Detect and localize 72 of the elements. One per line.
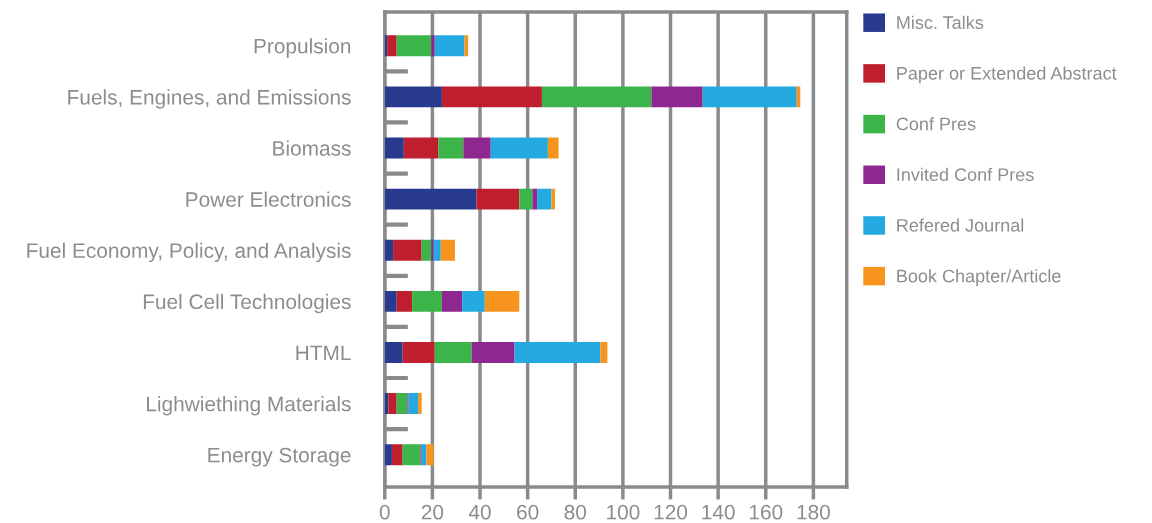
bar — [537, 188, 552, 210]
bar — [519, 188, 533, 210]
x-tick-label: 100 — [607, 504, 640, 520]
bar — [403, 137, 439, 159]
bar — [384, 239, 394, 261]
bar — [421, 239, 432, 261]
y-tick-label: Power Electronics — [186, 191, 351, 207]
bar — [434, 35, 465, 57]
bar — [391, 444, 403, 466]
x-tick-label: 80 — [564, 504, 587, 520]
bar — [384, 86, 442, 108]
y-tick-label: Energy Storage — [208, 447, 351, 467]
bar — [600, 341, 608, 363]
bar — [408, 393, 419, 415]
x-tick-label: 20 — [421, 504, 444, 520]
bar — [412, 290, 442, 312]
x-tick-label: 40 — [468, 504, 491, 520]
bar — [384, 444, 392, 466]
bar — [484, 290, 520, 312]
legend-label: Paper or Extended Abstract — [897, 66, 1117, 84]
y-tick-label: Propulsion — [254, 38, 351, 58]
x-tick-label: 120 — [654, 504, 688, 520]
x-tick-label: 140 — [702, 504, 735, 520]
y-tick-label: Lighwiething Materials — [147, 396, 351, 416]
bar — [431, 239, 434, 261]
y-tick-label: Fuels, Engines, and Emissions — [68, 89, 351, 109]
bar — [547, 137, 559, 159]
bar — [702, 86, 797, 108]
bar — [384, 290, 397, 312]
x-tick-label: 160 — [749, 504, 783, 520]
bar — [441, 86, 542, 108]
legend-label: Refered Journal — [897, 218, 1024, 232]
bar — [463, 137, 491, 159]
bar — [388, 393, 397, 415]
bar — [551, 188, 556, 210]
bar — [396, 290, 413, 312]
x-tick-label: 0 — [379, 504, 390, 520]
legend-label: Book Chapter/Article — [897, 269, 1061, 286]
y-tick-label: Fuel Economy, Policy, and Analysis — [27, 242, 351, 263]
bar — [384, 137, 404, 159]
y-tick-label: Fuel Cell Technologies — [143, 293, 351, 314]
bar — [396, 393, 408, 415]
bar — [541, 86, 652, 108]
y-tick-label: Biomass — [273, 140, 351, 156]
bar — [441, 290, 463, 312]
bar — [393, 239, 422, 261]
legend-label: Invited Conf Pres — [897, 167, 1034, 182]
bar — [434, 341, 472, 363]
bar — [433, 239, 441, 261]
legend-label: Conf Pres — [896, 117, 976, 131]
bar — [384, 188, 477, 210]
bar — [431, 35, 435, 57]
bar — [402, 444, 421, 466]
bar — [532, 188, 538, 210]
bar — [396, 35, 432, 57]
bar — [426, 444, 434, 466]
x-tick-label: 180 — [797, 504, 830, 520]
bar — [387, 35, 397, 57]
bar — [476, 188, 520, 210]
bar — [471, 341, 515, 363]
legend-label: Misc. Talks — [897, 15, 984, 29]
bar — [438, 137, 464, 159]
x-tick-label: 60 — [517, 504, 539, 520]
bar — [402, 341, 435, 363]
bar — [440, 239, 456, 261]
bar — [384, 341, 403, 363]
bar — [514, 341, 601, 363]
bar — [462, 290, 485, 312]
bar — [490, 137, 548, 159]
bar — [418, 393, 422, 415]
bar — [651, 86, 703, 108]
y-tick-label: HTML — [296, 345, 351, 361]
